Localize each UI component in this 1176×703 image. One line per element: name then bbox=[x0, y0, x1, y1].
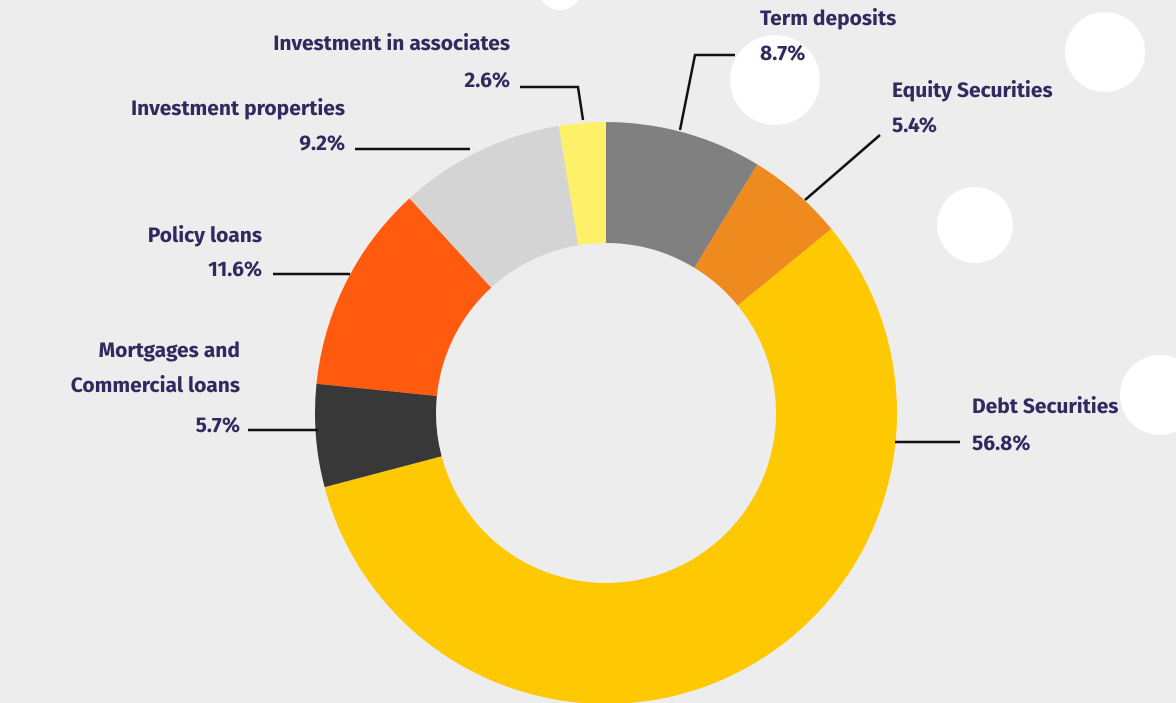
decoration bbox=[541, 0, 1176, 435]
bubble bbox=[730, 35, 820, 125]
labels: Term deposits 8.7% Equity Securities 5.4% De… bbox=[71, 5, 1119, 456]
leader-line bbox=[678, 53, 735, 131]
slice bbox=[315, 383, 442, 488]
bubble bbox=[541, 0, 579, 10]
category-label: Investment properties bbox=[131, 95, 345, 121]
slice bbox=[324, 228, 897, 703]
category-label: Equity Securities bbox=[892, 77, 1053, 103]
bubble bbox=[1065, 12, 1145, 92]
leader-line bbox=[804, 134, 881, 201]
value-label: 5.4% bbox=[892, 112, 937, 138]
slice bbox=[558, 122, 606, 246]
value-label: 11.6% bbox=[208, 256, 262, 282]
leader-line bbox=[520, 85, 585, 121]
category-label: Term deposits bbox=[760, 5, 896, 31]
slice bbox=[316, 198, 492, 396]
value-label: 2.6% bbox=[464, 67, 510, 93]
bubble bbox=[937, 187, 1013, 263]
category-label: Mortgages and Commercial loans bbox=[71, 337, 240, 398]
donut bbox=[315, 122, 897, 703]
value-label: 56.8% bbox=[972, 430, 1030, 456]
category-label: Debt Securities bbox=[972, 393, 1118, 419]
bubble bbox=[1120, 355, 1176, 435]
slice bbox=[409, 125, 579, 288]
value-label: 5.7% bbox=[196, 412, 240, 438]
value-label: 8.7% bbox=[760, 40, 805, 66]
category-label: Policy loans bbox=[148, 222, 262, 248]
category-label: Investment in associates bbox=[273, 30, 510, 56]
slice bbox=[694, 164, 832, 306]
value-label: 9.2% bbox=[299, 130, 345, 156]
slice bbox=[606, 122, 758, 268]
